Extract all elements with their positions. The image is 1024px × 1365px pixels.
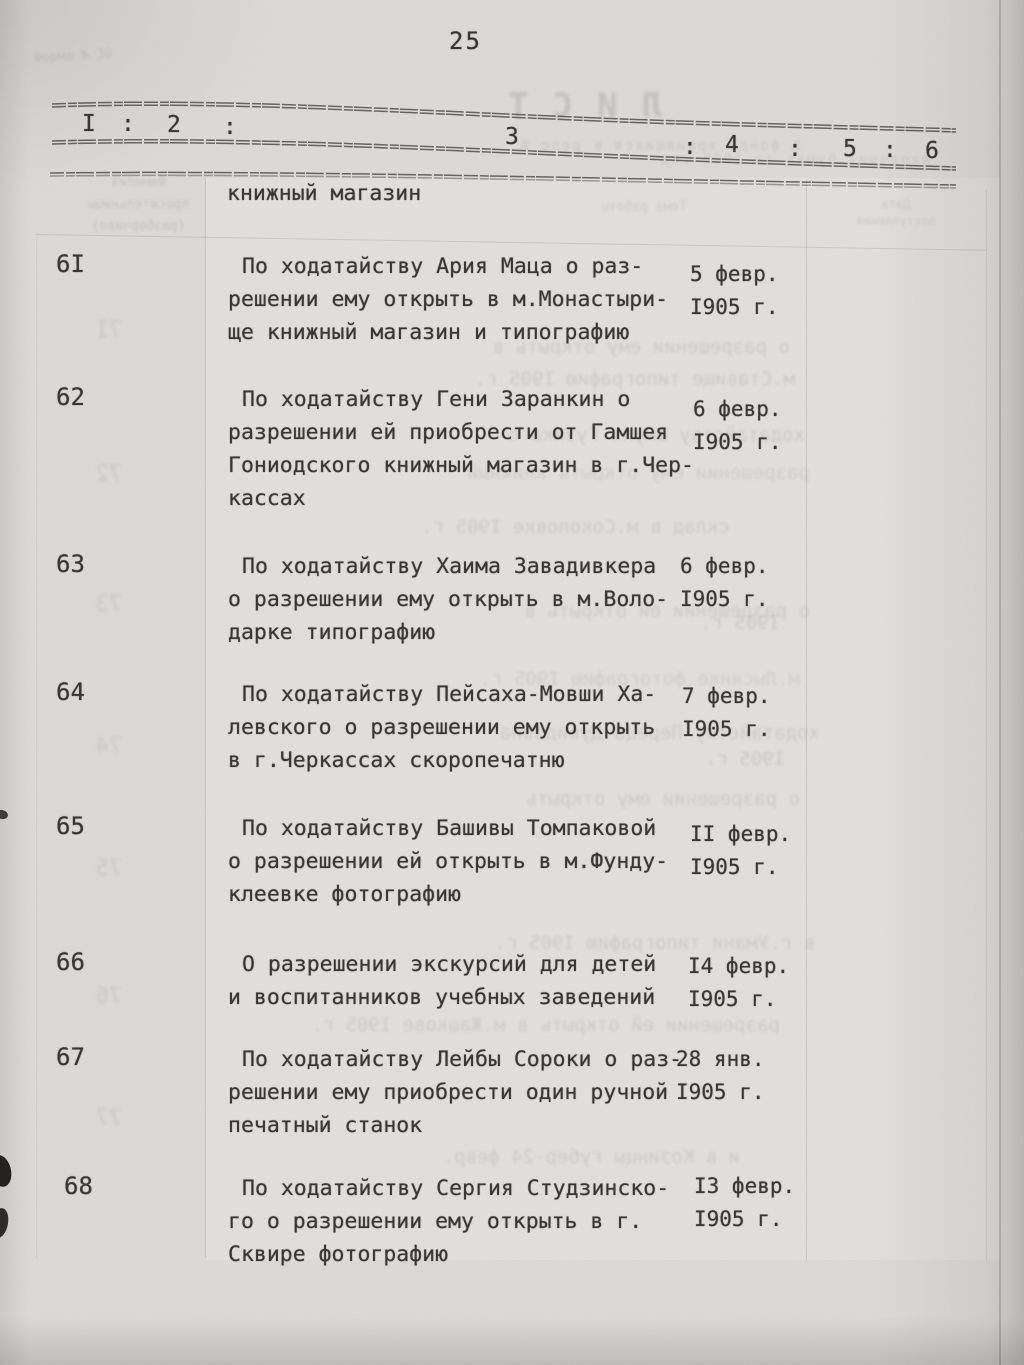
entry-text-line: Гониодского книжный магазин в г.Чер- xyxy=(228,453,694,478)
entry-date-line: I3 февр. xyxy=(694,1174,796,1198)
entry-date-line: II февр. xyxy=(690,822,792,846)
entry-number: 6I xyxy=(56,250,85,278)
entry-date-line: I905 г. xyxy=(690,295,779,319)
entry-text-line: го о разрешении ему открыть в г. xyxy=(228,1209,643,1234)
entry-text-line: о разрешении ему открыть в м.Воло- xyxy=(228,587,669,612)
entry-date-line: I905 г. xyxy=(676,1080,765,1104)
entry-date: I3 февр. I905 г. xyxy=(694,1170,834,1236)
entry-text: По ходатайству Лейбы Сороки о раз-решени… xyxy=(228,1043,693,1142)
entry-text-line: о разрешении ей открыть в м.Фунду- xyxy=(228,849,669,874)
entry-text-line: решении ему открыть в м.Монастыри- xyxy=(228,287,669,312)
entry-date-line: 5 февр. xyxy=(690,262,779,286)
entry-text: О разрешении экскурсий для детей и воспит… xyxy=(228,948,693,1014)
entry-text-line: дарке типографию xyxy=(228,620,436,645)
entry-text: По ходатайству Пейсаха-Мовши Ха-левского… xyxy=(228,678,693,777)
entry-date-line: I905 г. xyxy=(693,430,782,454)
entry-number: 67 xyxy=(56,1043,85,1071)
entry-date-line: I905 г. xyxy=(688,987,777,1011)
entry-number: 62 xyxy=(56,383,85,411)
entry-date: II февр. I905 г. xyxy=(690,818,830,884)
entry-date-line: I905 г. xyxy=(690,855,779,879)
entry-date-line: I4 февр. xyxy=(688,954,790,978)
entry-text-line: разрешении ей приобрести от Гамшея xyxy=(228,420,669,445)
entry-text-line: По ходатайству Лейбы Сороки о раз- xyxy=(242,1047,683,1072)
entry-text: По ходатайству Башивы Томпаковой о разреш… xyxy=(228,812,693,911)
entry-date: 5 февр. I905 г. xyxy=(690,258,830,324)
entry-text-line: Сквире фотографию xyxy=(228,1242,449,1267)
entry-number: 68 xyxy=(64,1172,93,1200)
entry-text-line: и воспитанников учебных заведений xyxy=(228,985,656,1010)
entry-text-line: решении ему приобрести один ручной xyxy=(228,1080,669,1105)
entry-date: 6 февр. I905 г. xyxy=(693,393,833,459)
entry-date-line: 7 февр. xyxy=(682,684,771,708)
entry-text-line: кассах xyxy=(228,486,306,511)
entry-date-line: I905 г. xyxy=(682,717,771,741)
entry-text-line: О разрешении экскурсий для детей xyxy=(242,952,657,977)
entry-text-line: По ходатайству Гени Заранкин о xyxy=(242,387,631,412)
entry-text-line: печатный станок xyxy=(228,1113,423,1138)
entry-date-line: I905 г. xyxy=(694,1207,783,1231)
entry-date: I4 февр. I905 г. xyxy=(688,950,828,1016)
entry-text-line: По ходатайству Пейсаха-Мовши Ха- xyxy=(242,682,657,707)
entry-date-line: I905 г. xyxy=(680,587,769,611)
entry-date-line: 6 февр. xyxy=(680,554,769,578)
entry-date: 6 февр. I905 г. xyxy=(680,550,820,616)
entry-number: 65 xyxy=(56,812,85,840)
entry-date-line: 6 февр. xyxy=(693,397,782,421)
entry-text: По ходатайству Хаима Завадивкера о разреш… xyxy=(228,550,693,649)
entry-number: 63 xyxy=(56,550,85,578)
entry-text-line: в г.Черкассах скоропечатню xyxy=(228,748,565,773)
entry-text: По ходатайству Ария Маца о раз-решении е… xyxy=(228,250,693,349)
entry-text-line: клеевке фотографию xyxy=(228,882,461,907)
entry-text-line: левского о разрешении ему открыть xyxy=(228,715,656,740)
entry-text-line: По ходатайству Сергия Студзинско- xyxy=(242,1176,670,1201)
entry-number: 66 xyxy=(56,948,85,976)
entry-text: По ходатайству Сергия Студзинско-го о ра… xyxy=(228,1172,693,1271)
entry-text-line: ще книжный магазин и типографию xyxy=(228,320,630,345)
entry-number: 64 xyxy=(56,678,85,706)
entry-date: 7 февр. I905 г. xyxy=(682,680,822,746)
entry-date: 28 янв. I905 г. xyxy=(676,1043,816,1109)
entry-text-line: По ходатайству Хаима Завадивкера xyxy=(242,554,657,579)
entry-text: По ходатайству Гени Заранкин о разрешении… xyxy=(228,383,694,515)
entry-text-line: По ходатайству Башивы Томпаковой xyxy=(242,816,657,841)
entry-text-line: По ходатайству Ария Маца о раз- xyxy=(242,254,644,279)
entry-date-line: 28 янв. xyxy=(676,1047,765,1071)
